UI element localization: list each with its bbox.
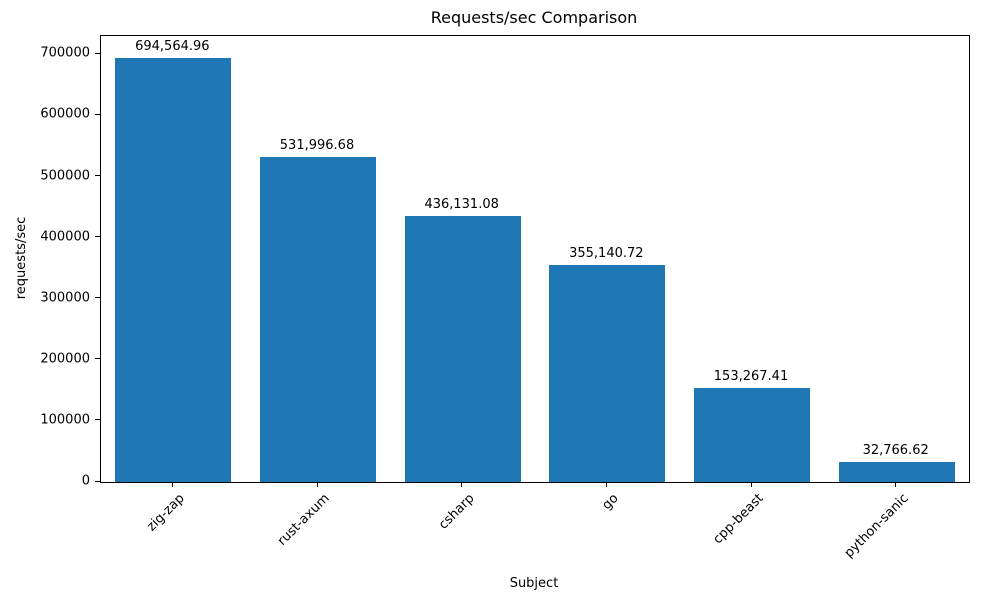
x-tick-label: cpp-beast xyxy=(710,491,767,548)
y-tick-mark xyxy=(95,236,100,238)
bar xyxy=(260,156,376,482)
x-tick-label: go xyxy=(599,491,622,514)
x-tick-label: rust-axum xyxy=(274,491,333,549)
chart-title: Requests/sec Comparison xyxy=(430,8,638,27)
bar xyxy=(838,461,955,482)
bar xyxy=(694,388,810,482)
y-tick-label: 100000 xyxy=(40,412,90,428)
y-tick-mark xyxy=(95,419,100,421)
bar xyxy=(115,57,232,482)
bar-value-label: 436,131.08 xyxy=(424,196,499,212)
x-tick-label: csharp xyxy=(435,491,478,533)
bar-value-label: 694,564.96 xyxy=(135,38,210,54)
x-tick-mark xyxy=(605,482,607,487)
y-tick-label: 400000 xyxy=(40,229,90,245)
x-tick-mark xyxy=(750,482,752,487)
y-tick-label: 300000 xyxy=(40,290,90,306)
x-axis-label: Subject xyxy=(509,576,559,591)
y-tick-label: 600000 xyxy=(40,106,90,122)
bar-value-label: 355,140.72 xyxy=(569,246,644,262)
y-tick-mark xyxy=(95,480,100,482)
y-tick-label: 500000 xyxy=(40,168,90,184)
plot-area xyxy=(100,35,970,483)
y-tick-mark xyxy=(95,358,100,360)
x-tick-mark xyxy=(461,482,463,487)
y-tick-label: 700000 xyxy=(40,45,90,61)
bar xyxy=(404,215,521,482)
x-tick-mark xyxy=(895,482,897,487)
x-tick-mark xyxy=(316,482,318,487)
bar-value-label: 32,766.62 xyxy=(862,442,929,458)
y-tick-label: 200000 xyxy=(40,351,90,367)
x-tick-mark xyxy=(171,482,173,487)
x-tick-label: zig-zap xyxy=(144,491,188,535)
bar-value-label: 153,267.41 xyxy=(713,369,789,385)
y-tick-mark xyxy=(95,113,100,115)
y-tick-mark xyxy=(95,175,100,177)
y-tick-mark xyxy=(95,52,100,54)
x-tick-label: python-sanic xyxy=(841,491,912,561)
bar-value-label: 531,996.68 xyxy=(279,137,355,153)
y-tick-label: 0 xyxy=(81,473,90,489)
y-tick-mark xyxy=(95,297,100,299)
bar xyxy=(549,265,666,482)
